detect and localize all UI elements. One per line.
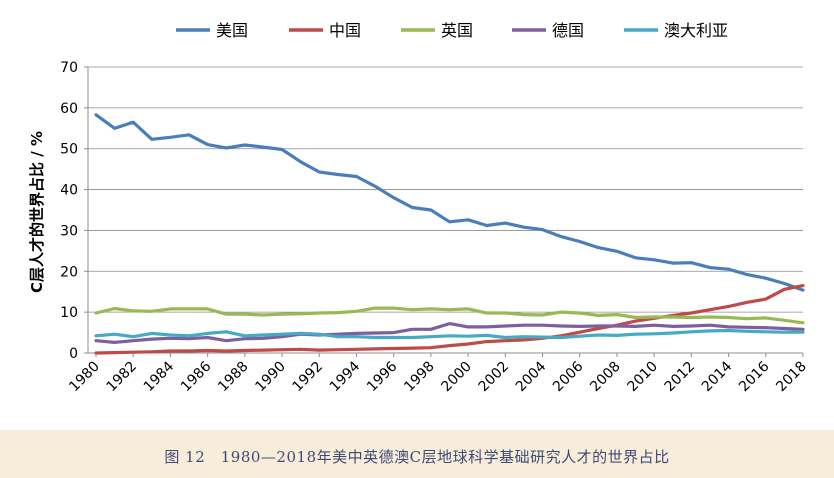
x-tick-label: 2016 (736, 358, 773, 395)
legend-label-3: 德国 (552, 21, 584, 40)
x-tick-label: 1988 (215, 359, 252, 396)
series-line-0 (94, 113, 805, 292)
x-tick-label: 1980 (66, 359, 103, 396)
x-tick-label: 1990 (252, 359, 289, 396)
chart-area: 0 10 20 30 40 50 60 70 1980 1982 1984 1986 1988 1990… (0, 0, 834, 430)
figure-caption: 图 12 1980—2018年美中英德澳C层地球科学基础研究人才的世界占比 (164, 448, 670, 466)
x-tick-label: 2000 (438, 359, 475, 396)
series-line-4 (94, 328, 805, 340)
x-tick-label: 2006 (550, 358, 587, 395)
y-tick-label: 40 (60, 183, 78, 199)
x-tick-label: 2018 (773, 359, 810, 396)
line-chart: 0 10 20 30 40 50 60 70 1980 1982 1984 1986 1988 1990… (28, 21, 810, 395)
series-lines (94, 113, 805, 355)
x-tick-label: 2010 (624, 359, 661, 396)
x-tick-label: 2004 (513, 358, 550, 395)
y-tick-label: 50 (60, 142, 78, 158)
series-line-2 (94, 306, 805, 325)
x-tick-label: 1998 (401, 359, 438, 396)
y-tick-label: 20 (60, 264, 78, 280)
x-tick-label: 1994 (327, 358, 364, 395)
x-tick-label: 1996 (364, 358, 401, 395)
y-tick-label: 30 (60, 223, 78, 239)
x-tick-labels: 1980 1982 1984 1986 1988 1990 1992 1994 1996 1998… (66, 358, 810, 395)
y-tick-label: 60 (60, 101, 78, 117)
legend-label-0: 美国 (216, 21, 248, 40)
series-line-1 (94, 284, 805, 355)
x-tick-label: 1992 (290, 359, 327, 396)
x-tick-label: 1984 (141, 358, 178, 395)
y-tick-label: 70 (60, 60, 78, 76)
x-tick-label: 2012 (662, 359, 699, 396)
legend-label-1: 中国 (329, 21, 361, 40)
legend: 美国 中国 英国 德国 澳大利亚 (176, 21, 728, 40)
grid-lines (88, 66, 803, 313)
x-tick-label: 1986 (178, 358, 215, 395)
x-tick-label: 2008 (587, 359, 624, 396)
x-tick-label: 1982 (104, 359, 141, 396)
legend-label-4: 澳大利亚 (664, 21, 728, 40)
x-tick-label: 2002 (476, 359, 513, 396)
y-axis-label: C层人才的世界占比 / % (28, 131, 46, 293)
y-tick-label: 0 (69, 346, 78, 362)
y-tick-labels: 0 10 20 30 40 50 60 70 (60, 60, 78, 362)
x-tick-label: 2014 (699, 358, 736, 395)
y-tick-label: 10 (60, 305, 78, 321)
legend-label-2: 英国 (441, 21, 473, 40)
series-line-3 (94, 322, 805, 344)
axes (84, 66, 804, 357)
